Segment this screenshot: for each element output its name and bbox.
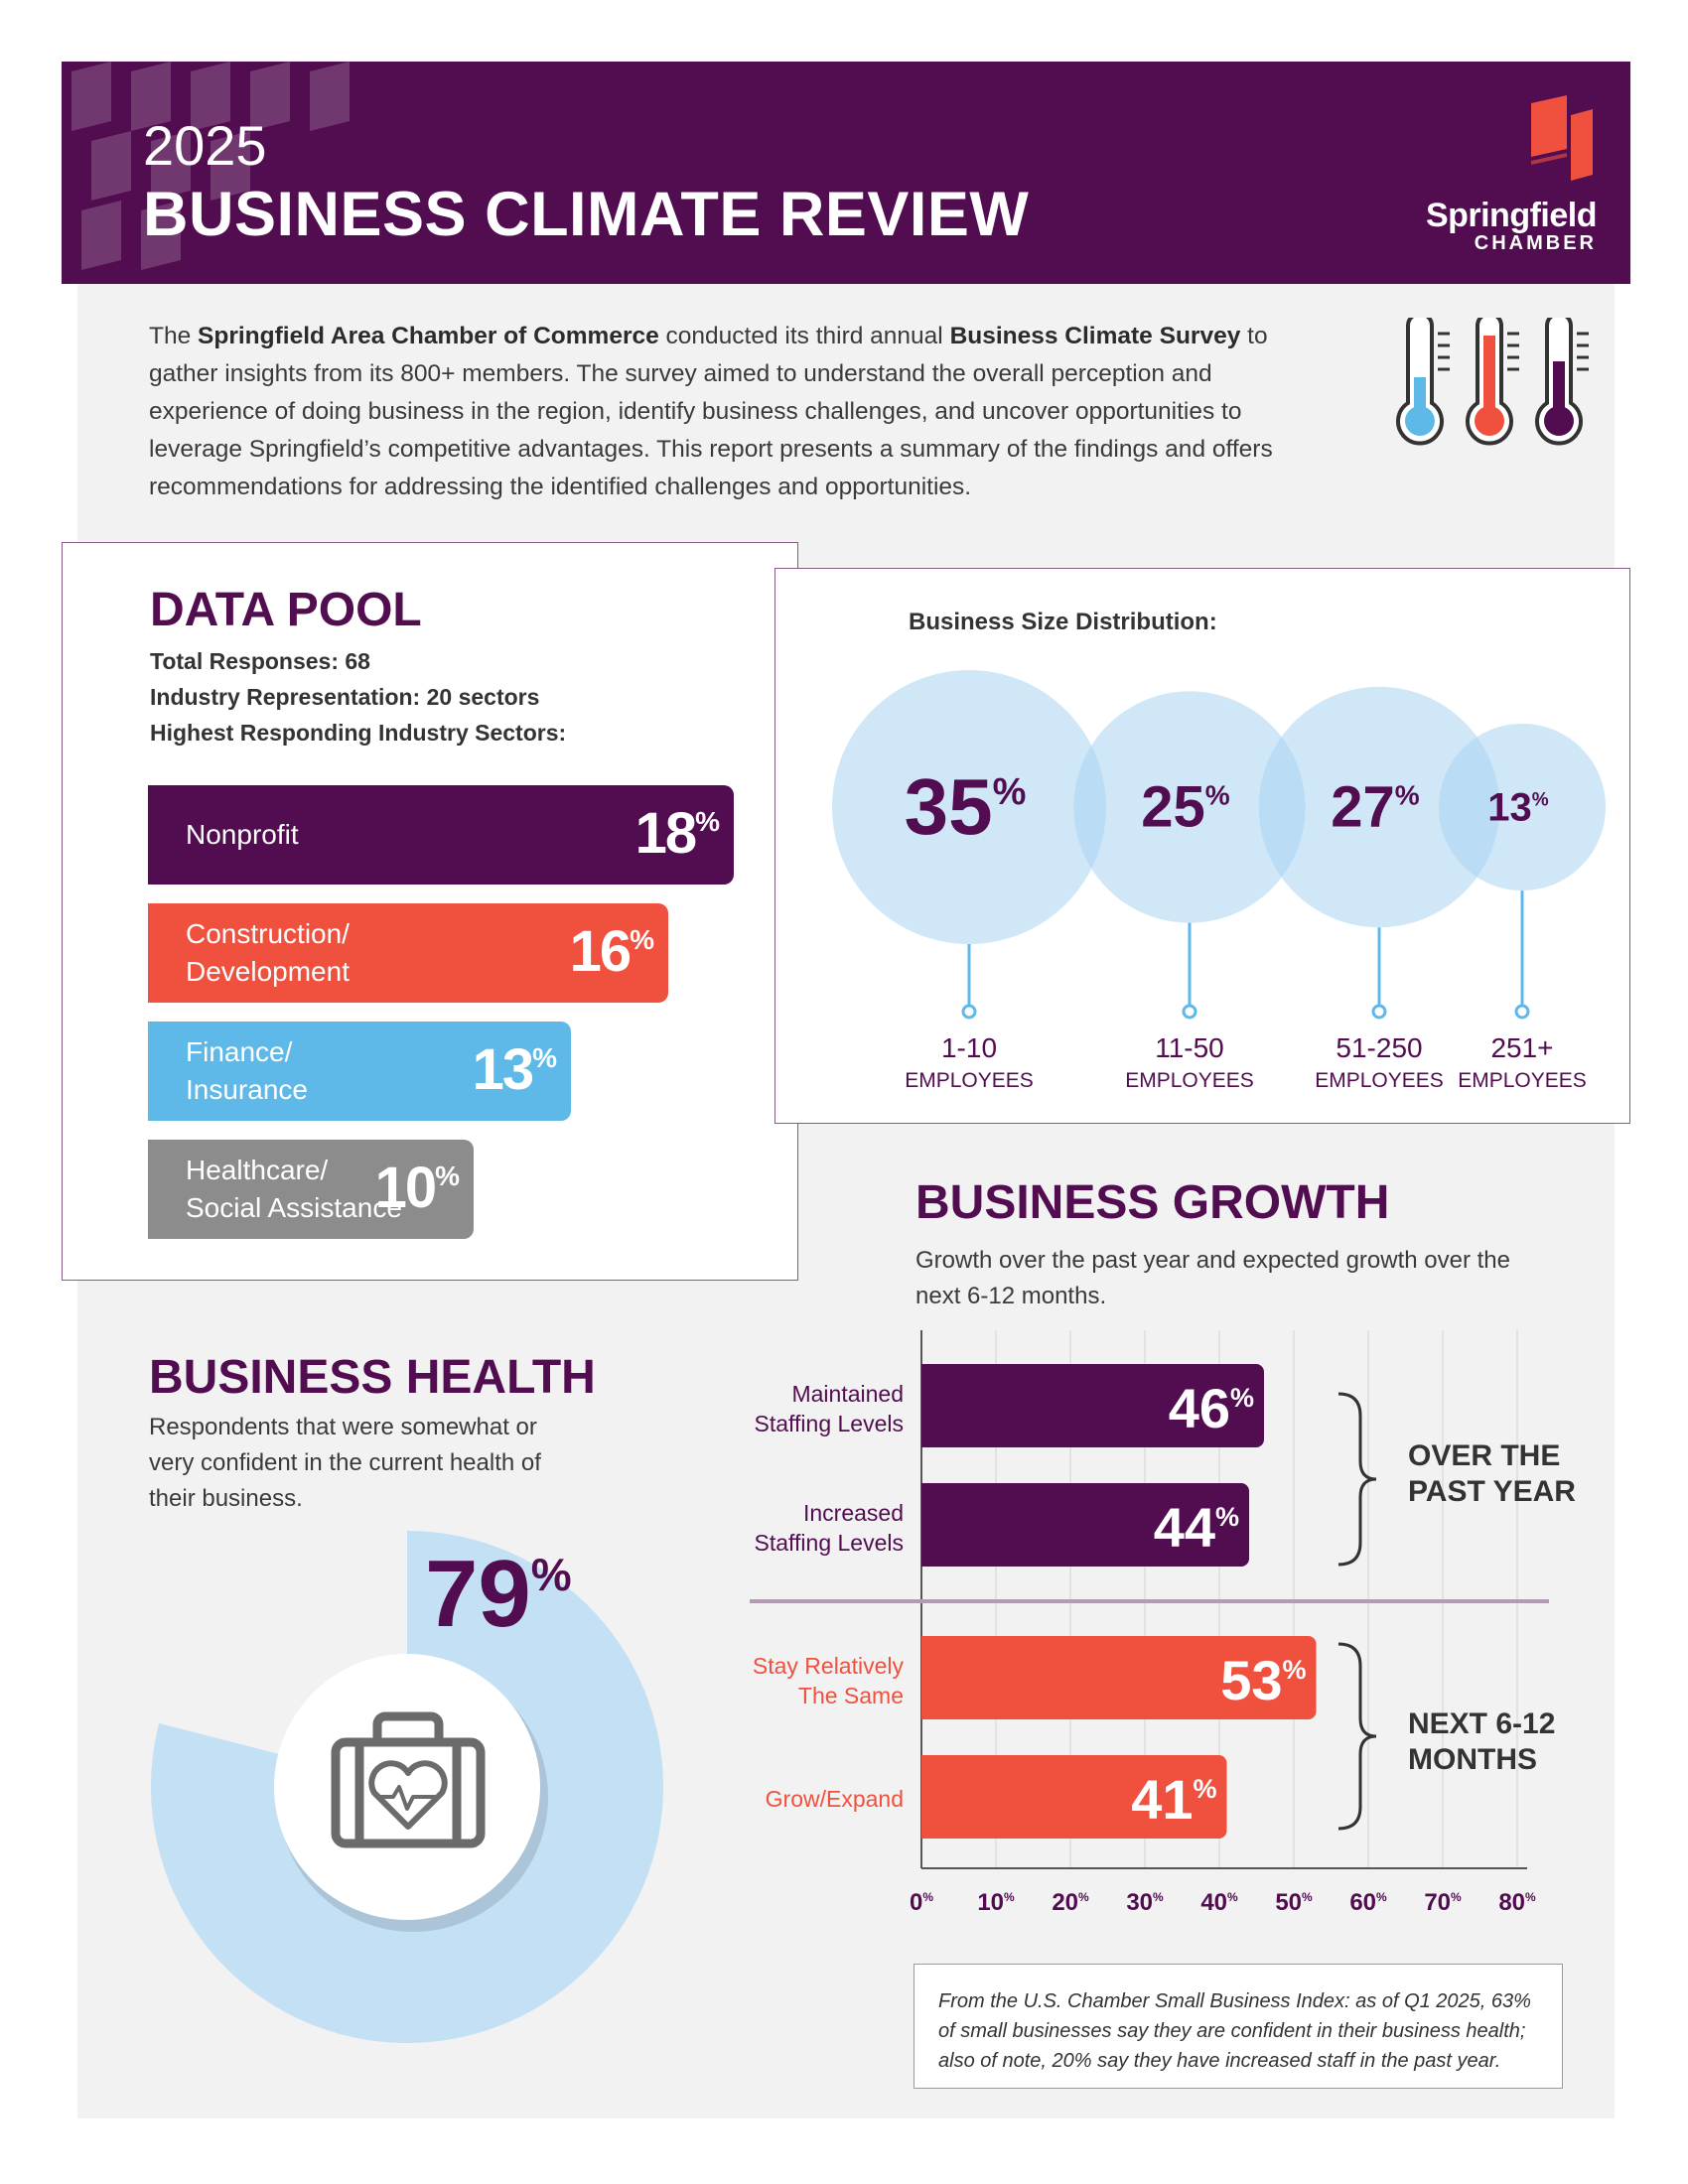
business-health-title: BUSINESS HEALTH <box>149 1351 596 1404</box>
size-category-label: 251+ <box>1490 1032 1553 1063</box>
size-category-label: 11-50 <box>1155 1032 1224 1063</box>
growth-bar-label: Grow/Expand <box>766 1786 904 1812</box>
industry-bar: Finance/ Insurance 13% <box>148 1022 571 1121</box>
size-category-label: 51-250 <box>1336 1032 1422 1063</box>
size-bubble-value: 25% <box>1141 775 1230 840</box>
org-name: Springfield Area Chamber of Commerce <box>198 323 659 349</box>
report-year: 2025 <box>143 114 267 177</box>
growth-bar <box>921 1483 1249 1567</box>
size-category-sub: EMPLOYEES <box>1458 1069 1587 1092</box>
growth-bar-value: 44% <box>1154 1496 1239 1559</box>
industry-bar-value: 16% <box>569 919 654 985</box>
business-growth-title: BUSINESS GROWTH <box>915 1176 1390 1229</box>
growth-bar <box>921 1636 1317 1719</box>
size-category-sub: EMPLOYEES <box>905 1069 1034 1092</box>
size-bubble <box>1258 686 1500 928</box>
intro-paragraph: The Springfield Area Chamber of Commerce… <box>149 323 1273 500</box>
growth-bar <box>921 1755 1227 1839</box>
growth-tick-label: 50% <box>1275 1889 1313 1916</box>
growth-bar-value: 41% <box>1131 1768 1216 1831</box>
growth-bar-label: Increased Staffing Levels <box>755 1500 904 1556</box>
size-bubble <box>1073 691 1306 923</box>
growth-bar-value: 53% <box>1220 1649 1306 1711</box>
health-briefcase-icon <box>331 1711 486 1848</box>
industry-bar-value: 13% <box>472 1037 557 1103</box>
health-donut-value: 79% <box>425 1541 572 1647</box>
growth-bar-value: 46% <box>1169 1377 1254 1439</box>
growth-tick-label: 10% <box>977 1889 1015 1916</box>
industry-bar-value: 10% <box>374 1156 460 1221</box>
report-title: BUSINESS CLIMATE REVIEW <box>143 180 1030 249</box>
industry-bar-label: Nonprofit <box>186 819 299 850</box>
growth-tick-label: 20% <box>1052 1889 1089 1916</box>
thermometers-icon <box>1396 318 1589 446</box>
industry-representation: Industry Representation: 20 sectors <box>150 684 540 710</box>
growth-bar-label: Maintained Staffing Levels <box>755 1381 904 1436</box>
size-category-sub: EMPLOYEES <box>1315 1069 1444 1092</box>
growth-group-label: NEXT 6-12 MONTHS <box>1408 1707 1555 1776</box>
industry-bar-value: 18% <box>634 801 720 867</box>
chamber-logo-icon <box>1531 95 1593 181</box>
growth-group-brace <box>1337 1392 1377 1567</box>
business-health-donut-chart: 79% <box>151 1531 664 2043</box>
health-donut-center <box>274 1654 540 1920</box>
growth-bar <box>921 1364 1264 1447</box>
data-pool-title: DATA POOL <box>150 584 422 636</box>
growth-tick-label: 70% <box>1424 1889 1462 1916</box>
data-pool-card: DATA POOL Total Responses: 68 Industry R… <box>62 542 798 1281</box>
chamber-logo-sub: CHAMBER <box>1474 232 1597 254</box>
growth-tick-label: 40% <box>1200 1889 1238 1916</box>
business-size-card: Business Size Distribution: 35% 1-10 EMPLO… <box>774 568 1630 1124</box>
growth-bar-label: Stay Relatively The Same <box>753 1653 905 1708</box>
industry-bar: Nonprofit 18% <box>148 785 734 885</box>
size-bubble-value: 13% <box>1487 786 1549 830</box>
industry-bar: Healthcare/ Social Assistance 10% <box>148 1140 474 1239</box>
header-decoration <box>71 62 350 270</box>
growth-group-brace <box>1337 1642 1377 1831</box>
business-size-bubble-chart: 35% 1-10 EMPLOYEES 25% 11-50 EMPLOYEES 27% 51-2… <box>832 670 1607 1092</box>
header-banner: 2025 BUSINESS CLIMATE REVIEW Springfield… <box>62 62 1630 284</box>
industry-bar-label: Healthcare/ Social Assistance <box>186 1155 402 1223</box>
industry-bar-label: Finance/ Insurance <box>186 1036 308 1105</box>
growth-tick-label: 60% <box>1349 1889 1387 1916</box>
size-bubble <box>1438 723 1607 891</box>
business-size-title: Business Size Distribution: <box>909 609 1217 635</box>
size-leader-dot <box>961 1004 977 1020</box>
chamber-logo-name: Springfield <box>1425 197 1598 234</box>
size-category-sub: EMPLOYEES <box>1125 1069 1254 1092</box>
total-responses: Total Responses: 68 <box>150 648 370 674</box>
size-leader-dot <box>1182 1004 1197 1020</box>
industry-bar: Construction/ Development 16% <box>148 903 668 1003</box>
size-category-label: 1-10 <box>941 1032 997 1063</box>
us-chamber-note: From the U.S. Chamber Small Business Ind… <box>914 1964 1563 2089</box>
industry-bar-label: Construction/ Development <box>186 918 350 987</box>
business-health-subtitle: Respondents that were somewhat or very c… <box>149 1414 541 1512</box>
size-bubble <box>832 670 1106 944</box>
size-bubble-value: 35% <box>905 762 1027 851</box>
highest-sectors-label: Highest Responding Industry Sectors: <box>150 720 567 746</box>
size-bubble-value: 27% <box>1331 775 1420 840</box>
size-leader-dot <box>1371 1004 1387 1020</box>
growth-group-label: OVER THE PAST YEAR <box>1408 1439 1576 1508</box>
growth-tick-label: 30% <box>1126 1889 1164 1916</box>
growth-tick-label: 0% <box>910 1889 933 1916</box>
business-growth-subtitle: Growth over the past year and expected g… <box>915 1247 1511 1309</box>
business-growth-bar-chart: 0% 10% 20% 30% 40% 50% 60% 70% 80% 46% Maintained S… <box>750 1330 1576 1916</box>
survey-name: Business Climate Survey <box>949 323 1241 349</box>
size-leader-dot <box>1514 1004 1530 1020</box>
growth-tick-label: 80% <box>1498 1889 1536 1916</box>
